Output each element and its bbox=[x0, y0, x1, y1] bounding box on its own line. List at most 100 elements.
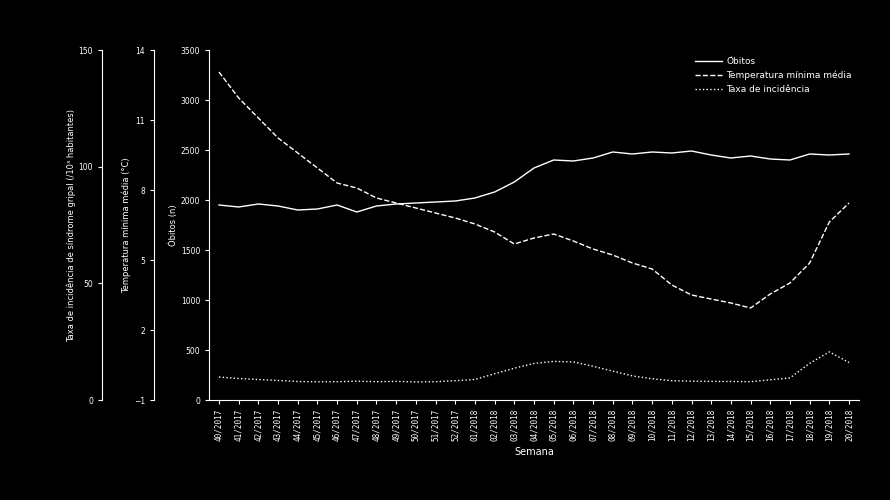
Temperatura mínima média bbox=[293, 150, 303, 156]
Temperatura mínima média bbox=[627, 260, 638, 266]
Temperatura mínima média bbox=[785, 280, 796, 286]
Óbitos bbox=[490, 189, 500, 195]
Óbitos bbox=[430, 199, 441, 205]
Temperatura mínima média bbox=[332, 180, 343, 186]
Taxa de incidência bbox=[410, 379, 421, 385]
X-axis label: Semana: Semana bbox=[514, 447, 554, 457]
Óbitos bbox=[233, 204, 244, 210]
Taxa de incidência bbox=[607, 368, 618, 374]
Taxa de incidência bbox=[529, 360, 539, 366]
Taxa de incidência bbox=[470, 376, 481, 382]
Temperatura mínima média bbox=[391, 200, 401, 206]
Óbitos bbox=[805, 151, 815, 157]
Óbitos bbox=[410, 200, 421, 206]
Óbitos bbox=[627, 151, 638, 157]
Taxa de incidência bbox=[233, 376, 244, 382]
Temperatura mínima média bbox=[706, 296, 716, 302]
Óbitos bbox=[686, 148, 697, 154]
Óbitos bbox=[470, 195, 481, 201]
Óbitos bbox=[745, 153, 756, 159]
Temperatura mínima média bbox=[548, 231, 559, 237]
Óbitos bbox=[765, 156, 775, 162]
Taxa de incidência bbox=[587, 364, 598, 370]
Óbitos bbox=[587, 155, 598, 161]
Temperatura mínima média bbox=[450, 215, 461, 221]
Óbitos bbox=[607, 149, 618, 155]
Taxa de incidência bbox=[725, 378, 736, 384]
Temperatura mínima média bbox=[509, 241, 520, 247]
Taxa de incidência bbox=[214, 374, 224, 380]
Taxa de incidência bbox=[785, 375, 796, 381]
Taxa de incidência bbox=[253, 376, 263, 382]
Temperatura mínima média bbox=[410, 205, 421, 211]
Taxa de incidência bbox=[667, 378, 677, 384]
Temperatura mínima média bbox=[686, 292, 697, 298]
Óbitos bbox=[214, 202, 224, 208]
Temperatura mínima média bbox=[352, 185, 362, 191]
Temperatura mínima média bbox=[430, 210, 441, 216]
Óbitos bbox=[253, 201, 263, 207]
Taxa de incidência bbox=[647, 376, 658, 382]
Temperatura mínima média bbox=[529, 235, 539, 241]
Óbitos bbox=[312, 206, 323, 212]
Óbitos bbox=[725, 155, 736, 161]
Taxa de incidência bbox=[312, 379, 323, 385]
Temperatura mínima média bbox=[272, 135, 283, 141]
Taxa de incidência bbox=[352, 378, 362, 384]
Taxa de incidência bbox=[450, 378, 461, 384]
Óbitos bbox=[568, 158, 579, 164]
Taxa de incidência bbox=[686, 378, 697, 384]
Temperatura mínima média bbox=[824, 219, 835, 225]
Y-axis label: Óbitos (n): Óbitos (n) bbox=[168, 204, 178, 246]
Temperatura mínima média bbox=[805, 260, 815, 266]
Taxa de incidência bbox=[371, 378, 382, 384]
Temperatura mínima média bbox=[844, 200, 854, 206]
Temperatura mínima média bbox=[607, 252, 618, 258]
Temperatura mínima média bbox=[765, 291, 775, 297]
Óbitos bbox=[450, 198, 461, 204]
Óbitos bbox=[391, 201, 401, 207]
Taxa de incidência bbox=[490, 371, 500, 377]
Taxa de incidência bbox=[805, 360, 815, 366]
Óbitos bbox=[352, 209, 362, 215]
Taxa de incidência bbox=[745, 378, 756, 384]
Óbitos bbox=[529, 165, 539, 171]
Y-axis label: Temperatura mínima média (°C): Temperatura mínima média (°C) bbox=[122, 157, 131, 293]
Óbitos bbox=[667, 150, 677, 156]
Óbitos bbox=[548, 157, 559, 163]
Óbitos bbox=[844, 151, 854, 157]
Óbitos bbox=[332, 202, 343, 208]
Temperatura mínima média bbox=[253, 115, 263, 121]
Line: Temperatura mínima média: Temperatura mínima média bbox=[219, 72, 849, 308]
Temperatura mínima média bbox=[470, 221, 481, 227]
Temperatura mínima média bbox=[667, 282, 677, 288]
Temperatura mínima média bbox=[647, 266, 658, 272]
Temperatura mínima média bbox=[490, 229, 500, 235]
Óbitos bbox=[371, 203, 382, 209]
Temperatura mínima média bbox=[233, 95, 244, 101]
Taxa de incidência bbox=[706, 378, 716, 384]
Taxa de incidência bbox=[391, 378, 401, 384]
Temperatura mínima média bbox=[587, 246, 598, 252]
Taxa de incidência bbox=[824, 349, 835, 355]
Taxa de incidência bbox=[627, 373, 638, 379]
Óbitos bbox=[272, 203, 283, 209]
Temperatura mínima média bbox=[214, 69, 224, 75]
Y-axis label: Taxa de incidência de síndrome gripal (/10³ habitantes): Taxa de incidência de síndrome gripal (/… bbox=[66, 108, 76, 342]
Temperatura mínima média bbox=[725, 300, 736, 306]
Temperatura mínima média bbox=[568, 238, 579, 244]
Temperatura mínima média bbox=[312, 165, 323, 171]
Taxa de incidência bbox=[509, 365, 520, 371]
Taxa de incidência bbox=[293, 378, 303, 384]
Óbitos bbox=[824, 152, 835, 158]
Taxa de incidência bbox=[548, 358, 559, 364]
Line: Taxa de incidência: Taxa de incidência bbox=[219, 352, 849, 382]
Óbitos bbox=[293, 207, 303, 213]
Óbitos bbox=[509, 179, 520, 185]
Legend: Óbitos, Temperatura mínima média, Taxa de incidência: Óbitos, Temperatura mínima média, Taxa … bbox=[692, 54, 854, 96]
Taxa de incidência bbox=[272, 378, 283, 384]
Óbitos bbox=[647, 149, 658, 155]
Taxa de incidência bbox=[844, 360, 854, 366]
Taxa de incidência bbox=[568, 359, 579, 365]
Line: Óbitos: Óbitos bbox=[219, 151, 849, 212]
